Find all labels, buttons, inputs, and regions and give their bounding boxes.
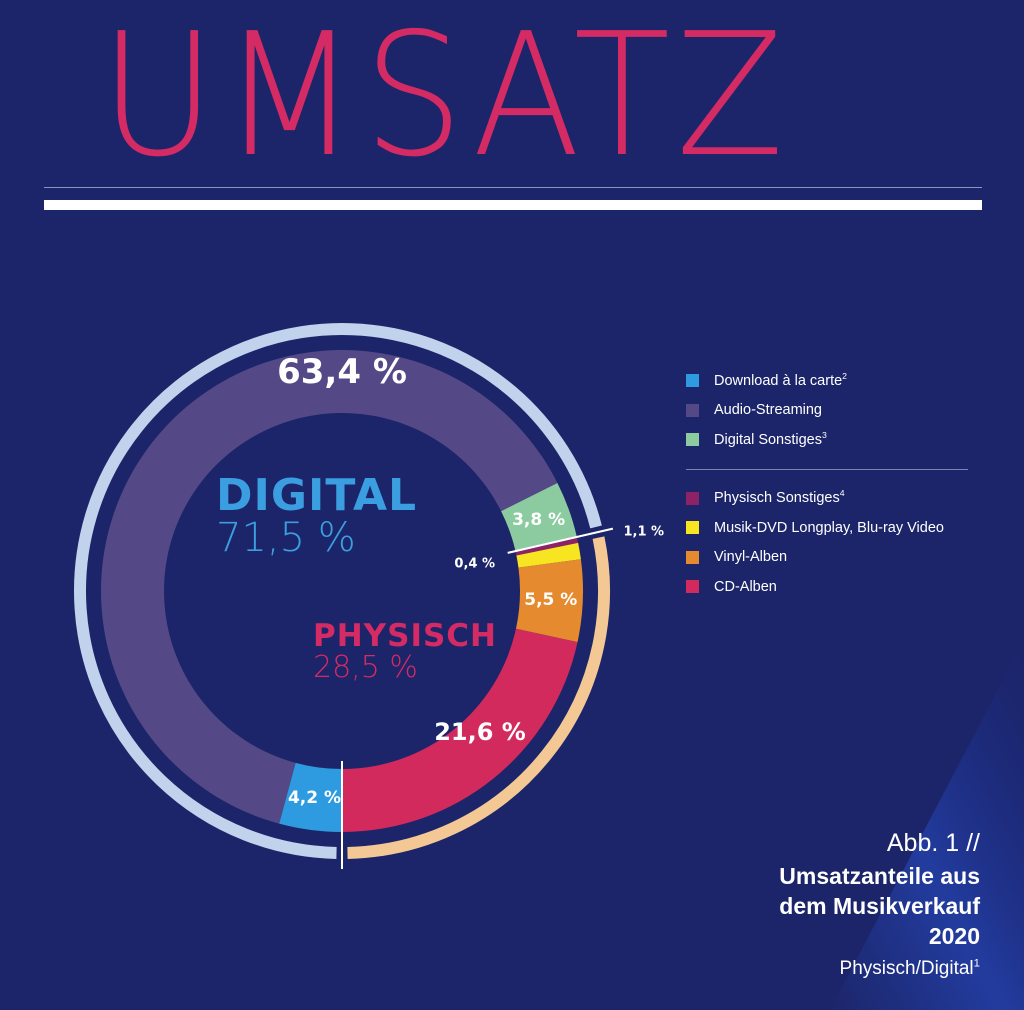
caption-title-line2: dem Musikverkauf [779, 893, 980, 919]
legend-item-vinyl-alben: Vinyl-Alben [686, 543, 976, 573]
legend-group-physisch: Physisch Sonstiges4 Musik-DVD Longplay, B… [686, 484, 976, 602]
legend-swatch [686, 374, 699, 388]
slice-label-download-la-carte: 4,2 % [287, 788, 342, 809]
legend-footnote-mark: 4 [839, 488, 845, 499]
slice-label-physisch-sonstiges: 0,4 % [454, 556, 496, 572]
legend-swatch [686, 491, 699, 505]
slice-digital-sonstiges [501, 482, 577, 552]
slice-label-vinyl-alben: 5,5 % [524, 589, 578, 610]
slice-label-cd-alben: 21,6 % [434, 718, 526, 746]
slice-label-audio-streaming: 63,4 % [277, 352, 407, 392]
caption-figure-number: Abb. 1 // [886, 829, 980, 857]
legend-label: Download à la carte2 [714, 370, 848, 389]
divider-line-right [507, 527, 614, 554]
slice-musik-dvd-longplay-blu-ray-video [516, 542, 581, 568]
legend-item-audio-streaming: Audio-Streaming [686, 396, 976, 426]
legend-item-digital-sonstiges: Digital Sonstiges3 [686, 425, 976, 455]
slice-physisch-sonstiges [515, 536, 579, 556]
page-title: UMSATZ [100, 0, 790, 195]
group-physisch-value: 28,5 % [313, 650, 418, 685]
legend-label: Physisch Sonstiges4 [714, 488, 845, 507]
legend-swatch [686, 403, 699, 417]
title-divider-thick [44, 200, 982, 210]
legend-label: CD-Alben [714, 578, 777, 595]
chart-legend: Download à la carte2 Audio-Streaming Digit… [686, 366, 976, 602]
caption-subtitle-text: Physisch/Digital [839, 958, 974, 979]
slice-label-musik-dvd-longplay-blu-ray-video: 1,1 % [623, 524, 665, 540]
title-divider-thin [44, 187, 982, 188]
legend-label: Vinyl-Alben [714, 549, 788, 566]
figure-caption: Abb. 1 // Umsatzanteile aus dem Musikver… [779, 825, 980, 987]
legend-swatch [686, 580, 699, 594]
group-digital-value: 71,5 % [216, 515, 356, 561]
legend-item-physisch-sonstiges: Physisch Sonstiges4 [686, 484, 976, 514]
legend-separator [686, 468, 968, 470]
legend-item-cd-alben: CD-Alben [686, 572, 976, 602]
group-physisch-name: PHYSISCH [313, 618, 497, 654]
legend-item-musik-dvd-longplay-blu-ray-video: Musik-DVD Longplay, Blu-ray Video [686, 513, 976, 543]
legend-label: Digital Sonstiges3 [714, 429, 827, 448]
caption-subtitle: Physisch/Digital1 [779, 951, 980, 987]
legend-label: Audio-Streaming [714, 402, 822, 419]
legend-footnote-mark: 3 [822, 429, 827, 440]
legend-footnote-mark: 2 [842, 370, 848, 381]
legend-item-download-la-carte: Download à la carte2 [686, 366, 976, 396]
slice-cd-alben [342, 628, 578, 832]
slice-vinyl-alben [515, 559, 583, 643]
group-ring-physisch [347, 536, 610, 859]
group-digital-name: DIGITAL [216, 470, 418, 521]
slice-download-la-carte [279, 762, 342, 832]
group-ring-digital [74, 323, 602, 859]
legend-swatch [686, 433, 699, 447]
slice-label-digital-sonstiges: 3,8 % [512, 510, 566, 531]
legend-swatch [686, 521, 699, 535]
caption-subtitle-note: 1 [973, 957, 980, 970]
legend-swatch [686, 550, 699, 564]
legend-label: Musik-DVD Longplay, Blu-ray Video [714, 519, 944, 536]
caption-title-line1: Umsatzanteile aus [779, 863, 980, 889]
caption-year: 2020 [928, 923, 980, 949]
legend-group-digital: Download à la carte2 Audio-Streaming Digit… [686, 366, 976, 455]
